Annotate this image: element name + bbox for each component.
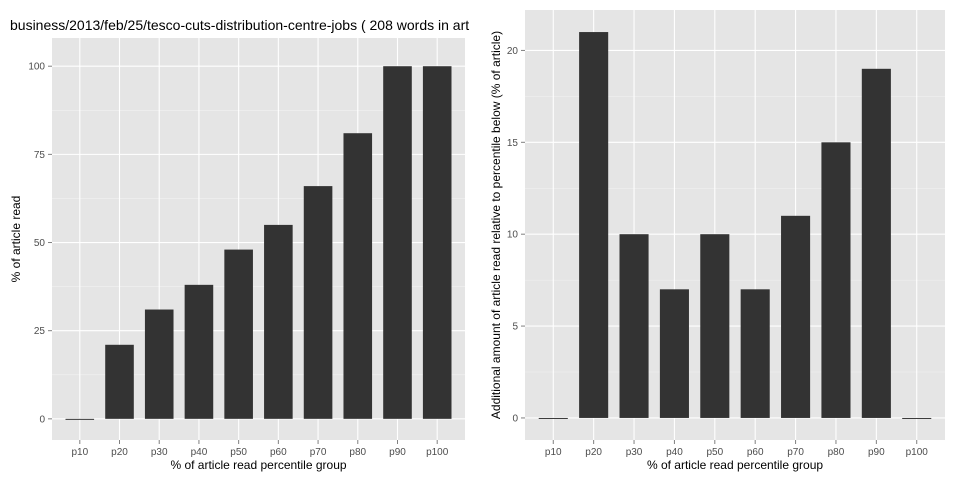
bar-p90	[383, 66, 412, 419]
x-tick-label: p20	[585, 447, 602, 458]
bar-p100	[422, 66, 452, 419]
bar-p40	[659, 289, 689, 418]
x-tick-label: p20	[111, 447, 128, 458]
y-tick-label: 0	[512, 413, 518, 424]
x-tick-label: p80	[828, 447, 845, 458]
x-tick-label: p70	[787, 447, 804, 458]
y-tick-label: 50	[34, 238, 46, 249]
y-tick-label: 10	[507, 230, 519, 241]
bar-p50	[224, 249, 253, 419]
x-tick-label: p40	[191, 447, 208, 458]
y-tick-label: 25	[34, 326, 46, 337]
bar-p50	[700, 234, 730, 418]
bar-p80	[821, 142, 851, 418]
x-tick-label: p10	[71, 447, 88, 458]
x-tick-label: p80	[349, 447, 366, 458]
bar-p100	[902, 417, 932, 419]
x-tick-label: p60	[747, 447, 764, 458]
bar-p20	[105, 344, 134, 419]
x-tick-label: p90	[868, 447, 885, 458]
x-tick-label: p100	[426, 447, 449, 458]
chart-panel-left: 0 25 50 75 100 p10 p20 p30 p40 p50 p60 p70 p80 p90 p10…	[9, 38, 465, 472]
bar-p60	[264, 224, 293, 419]
y-tick-label: 20	[507, 46, 519, 57]
bar-p10	[65, 418, 95, 420]
x-tick-label: p40	[666, 447, 683, 458]
x-tick-label: p70	[310, 447, 327, 458]
y-tick-label: 75	[34, 150, 46, 161]
bar-p70	[781, 215, 811, 418]
chart-title: business/2013/feb/25/tesco-cuts-distribu…	[10, 17, 469, 33]
bar-p30	[619, 234, 649, 418]
y-tick-label: 100	[28, 62, 45, 73]
bar-p90	[861, 68, 891, 418]
bar-p10	[538, 417, 568, 419]
x-tick-label: p100	[906, 447, 929, 458]
bar-p60	[740, 289, 770, 418]
bar-p20	[579, 32, 609, 418]
x-tick-label: p60	[270, 447, 287, 458]
y-tick-label: 15	[507, 138, 519, 149]
y-tick-label: 0	[39, 414, 45, 425]
x-tick-label: p50	[706, 447, 723, 458]
x-tick-label: p10	[545, 447, 562, 458]
bar-p30	[144, 309, 174, 419]
y-axis-label: Additional amount of article read relati…	[489, 31, 503, 419]
x-tick-label: p50	[230, 447, 247, 458]
y-axis-label: % of article read	[9, 196, 23, 283]
bar-p80	[343, 133, 373, 419]
bar-p40	[184, 284, 214, 419]
x-tick-label: p30	[151, 447, 168, 458]
y-tick-label: 5	[512, 322, 518, 333]
x-tick-label: p90	[389, 447, 406, 458]
x-tick-label: p30	[626, 447, 643, 458]
x-axis-label: % of article read percentile group	[170, 458, 346, 472]
x-axis-label: % of article read percentile group	[647, 458, 823, 472]
chart-panel-right: 0 5 10 15 20 p10 p20 p30 p40 p50 p60 p70 p80 p90 p100%…	[489, 10, 945, 472]
bar-p70	[303, 186, 333, 419]
